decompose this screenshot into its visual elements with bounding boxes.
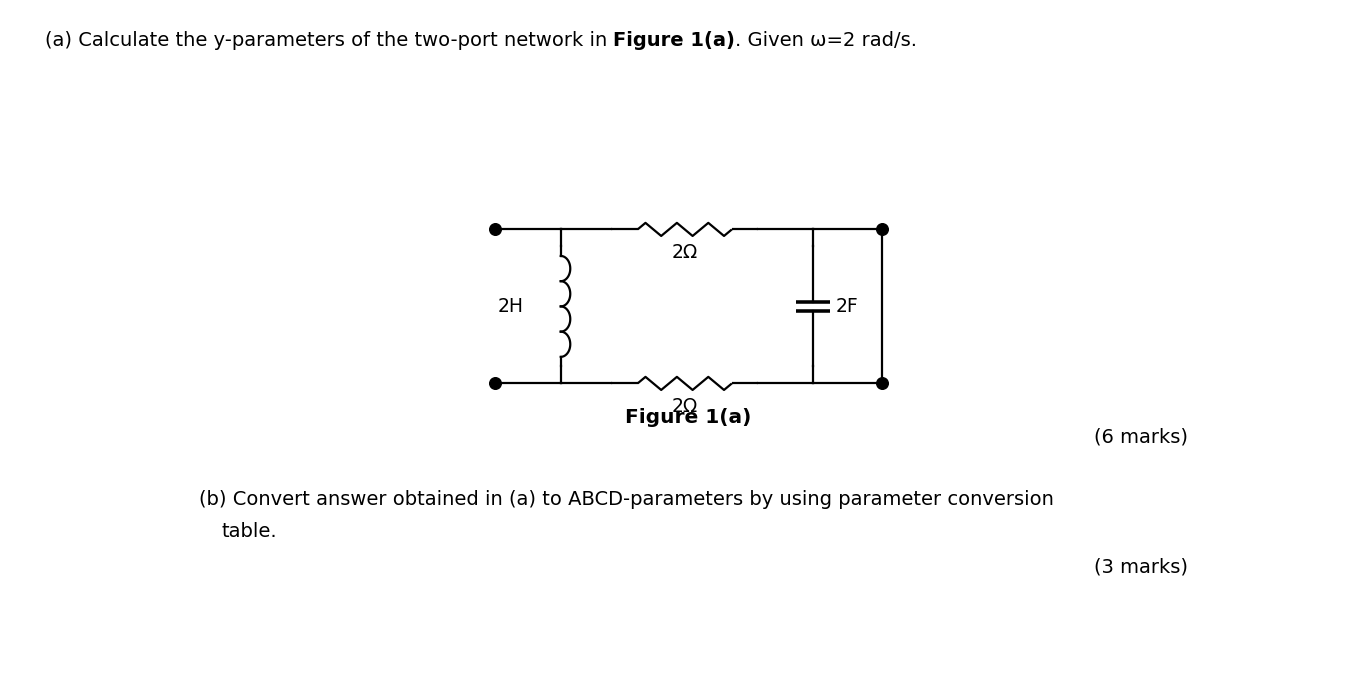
Text: (b) Convert answer obtained in (a) to ABCD-parameters by using parameter convers: (b) Convert answer obtained in (a) to AB… bbox=[199, 490, 1054, 509]
Text: Figure 1(a): Figure 1(a) bbox=[626, 408, 752, 427]
Point bbox=[484, 224, 505, 235]
Point bbox=[484, 378, 505, 389]
Text: (6 marks): (6 marks) bbox=[1095, 427, 1188, 446]
Point bbox=[871, 378, 893, 389]
Text: table.: table. bbox=[221, 522, 276, 541]
Text: 2F: 2F bbox=[836, 297, 859, 316]
Point bbox=[871, 224, 893, 235]
Text: Figure 1(a): Figure 1(a) bbox=[614, 31, 736, 50]
Text: 2Ω: 2Ω bbox=[672, 243, 698, 262]
Text: (3 marks): (3 marks) bbox=[1095, 557, 1188, 577]
Text: 2Ω: 2Ω bbox=[672, 397, 698, 417]
Text: (a) Calculate the y-parameters of the two-port network in: (a) Calculate the y-parameters of the tw… bbox=[45, 31, 614, 50]
Text: 2H: 2H bbox=[497, 297, 523, 316]
Text: . Given ω=2 rad/s.: . Given ω=2 rad/s. bbox=[736, 31, 917, 50]
